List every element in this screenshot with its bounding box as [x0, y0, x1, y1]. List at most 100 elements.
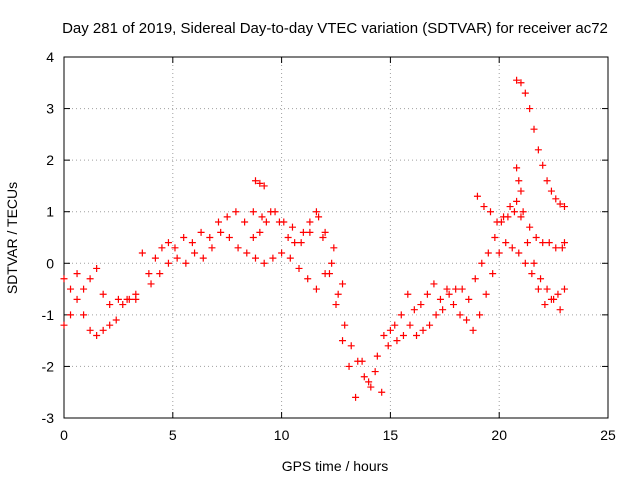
data-point: [554, 290, 562, 298]
data-point: [539, 161, 547, 169]
data-point: [493, 218, 501, 226]
data-point: [234, 244, 242, 252]
data-point: [406, 321, 414, 329]
x-tick-label: 0: [60, 427, 68, 443]
data-point: [521, 259, 529, 267]
data-point: [199, 254, 207, 262]
data-point: [119, 301, 127, 309]
data-point: [304, 275, 312, 283]
data-point: [552, 244, 560, 252]
data-point: [86, 326, 94, 334]
data-point: [556, 200, 564, 208]
data-point: [328, 259, 336, 267]
data-point: [280, 218, 288, 226]
data-point: [256, 179, 264, 187]
data-point: [249, 208, 257, 216]
data-point: [197, 228, 205, 236]
data-point: [560, 203, 568, 211]
data-point: [517, 187, 525, 195]
chart-title: Day 281 of 2019, Sidereal Day-to-day VTE…: [62, 20, 608, 37]
x-tick-label: 25: [600, 427, 616, 443]
data-point: [67, 311, 75, 319]
data-point: [391, 321, 399, 329]
data-point: [530, 125, 538, 133]
data-point: [539, 239, 547, 247]
data-point: [73, 270, 81, 278]
data-point: [552, 195, 560, 203]
data-point: [319, 234, 327, 241]
data-point: [545, 239, 553, 247]
y-tick-label: 0: [46, 255, 54, 271]
data-point: [517, 213, 525, 221]
data-point: [125, 295, 133, 303]
data-point: [458, 285, 466, 293]
data-point: [60, 321, 68, 329]
data-point: [60, 275, 68, 283]
data-point: [547, 187, 555, 195]
data-point: [517, 79, 525, 87]
data-point: [306, 218, 314, 226]
data-point: [156, 270, 164, 278]
data-point: [556, 306, 564, 314]
data-point: [278, 249, 286, 257]
data-point: [543, 285, 551, 293]
series-track-9: [513, 164, 525, 195]
data-point: [526, 105, 534, 113]
data-point: [258, 213, 266, 221]
data-point: [217, 228, 225, 236]
data-point: [386, 326, 394, 334]
data-point: [469, 326, 477, 334]
data-point: [341, 321, 349, 329]
data-point: [365, 378, 373, 386]
data-point: [399, 331, 407, 339]
data-point: [151, 254, 159, 262]
data-point: [410, 306, 418, 314]
data-point: [332, 301, 340, 309]
data-point: [145, 270, 153, 278]
data-point: [164, 239, 172, 247]
data-point: [225, 234, 233, 241]
data-point: [560, 285, 568, 293]
data-point: [404, 290, 412, 298]
data-point: [171, 244, 179, 252]
data-point: [345, 362, 353, 370]
data-point: [439, 306, 447, 314]
data-point: [223, 213, 231, 221]
data-point: [358, 357, 366, 365]
data-point: [413, 331, 421, 339]
y-tick-label: 1: [46, 204, 54, 220]
data-point: [534, 146, 542, 154]
data-point: [495, 249, 503, 257]
series-track-5: [251, 177, 268, 190]
data-point: [288, 223, 296, 231]
y-tick-label: -1: [42, 307, 55, 323]
data-point: [480, 203, 488, 211]
data-point: [486, 208, 494, 216]
data-point: [80, 311, 88, 319]
data-point: [510, 208, 518, 216]
y-tick-label: 3: [46, 101, 54, 117]
data-point: [352, 393, 360, 401]
data-point: [519, 208, 527, 216]
data-point: [99, 290, 107, 298]
data-points: [60, 76, 568, 401]
data-point: [112, 316, 120, 324]
data-point: [502, 239, 510, 247]
data-point: [478, 259, 486, 267]
data-point: [521, 89, 529, 97]
data-point: [306, 228, 314, 236]
data-point: [530, 259, 538, 267]
data-point: [164, 259, 172, 267]
data-point: [138, 249, 146, 257]
data-point: [397, 311, 405, 319]
data-point: [367, 383, 375, 391]
data-point: [380, 331, 388, 339]
data-point: [232, 208, 240, 216]
data-point: [251, 254, 259, 262]
data-point: [93, 264, 101, 272]
data-point: [299, 228, 307, 236]
data-point: [523, 239, 531, 247]
data-point: [182, 259, 190, 267]
data-point: [373, 352, 381, 360]
data-point: [214, 218, 222, 226]
